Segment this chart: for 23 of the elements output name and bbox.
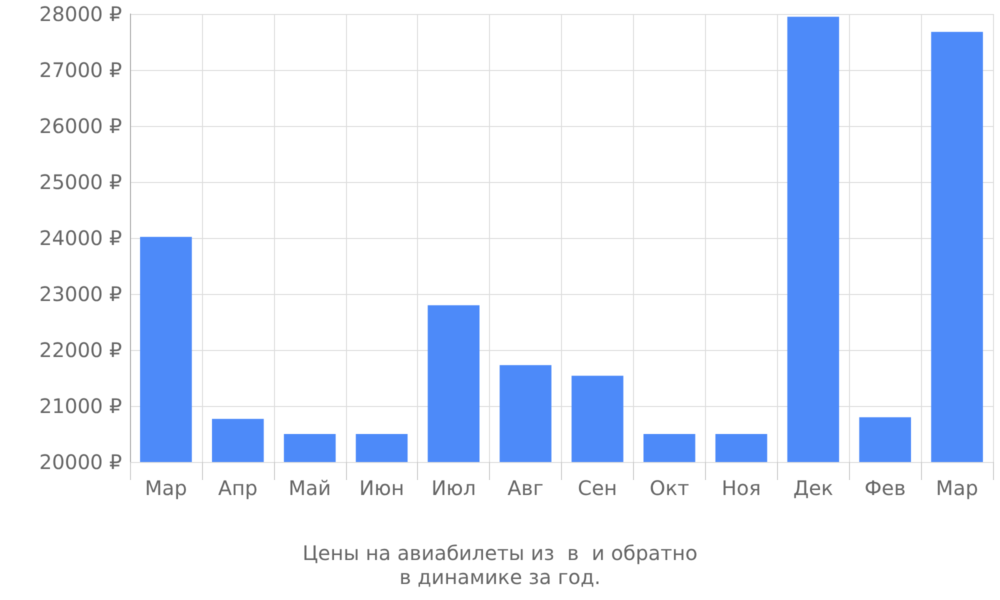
- x-tick-label: Мар: [936, 476, 978, 500]
- y-tick-label: 28000 ₽: [39, 2, 122, 26]
- y-tick-label: 22000 ₽: [39, 338, 122, 362]
- x-tick-label: Апр: [218, 476, 258, 500]
- y-tick-label: 24000 ₽: [39, 226, 122, 250]
- x-tick-label: Мар: [144, 476, 188, 500]
- text: Цены на авиабилеты из в и обратно: [302, 541, 698, 565]
- y-tick-label: 25000 ₽: [39, 170, 122, 194]
- y-tick-label: 27000 ₽: [39, 58, 122, 82]
- x-tick-label: Фев: [864, 476, 906, 500]
- x-tick-label: Июн: [359, 476, 404, 500]
- x-tick-label: Авг: [508, 476, 544, 500]
- x-tick-label: Май: [288, 476, 332, 500]
- y-tick-label: 23000 ₽: [39, 282, 122, 306]
- x-tick-label: Дек: [793, 476, 834, 500]
- y-tick-label: 21000 ₽: [39, 394, 122, 418]
- text: в динамике за год.: [399, 565, 601, 589]
- x-tick-label: Сен: [578, 476, 618, 500]
- x-tick-label: Ноя: [722, 476, 761, 500]
- x-tick-label: Июл: [431, 476, 476, 500]
- x-tick-label: Окт: [650, 476, 690, 500]
- y-tick-label: 26000 ₽: [39, 114, 122, 138]
- y-tick-label: 20000 ₽: [39, 450, 122, 474]
